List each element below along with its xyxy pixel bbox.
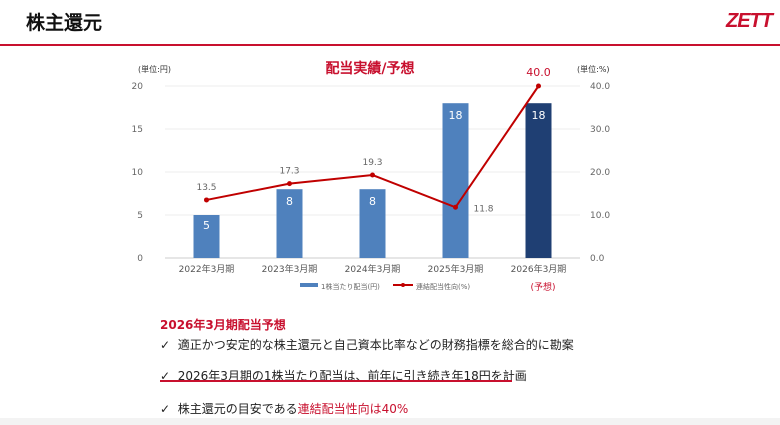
- bar-value-label: 5: [203, 219, 210, 232]
- right-tick-label: 40.0: [590, 82, 610, 92]
- x-tick-label: 2024年3月期: [345, 263, 401, 275]
- item-text: 適正かつ安定的な株主還元と自己資本比率などの財務指標を総合的に勘案: [177, 338, 574, 352]
- chart-title: 配当実績/予想: [325, 60, 414, 77]
- check-icon: ✓: [160, 338, 171, 352]
- bar-value-label: 18: [532, 109, 546, 122]
- left-tick-label: 5: [137, 211, 143, 221]
- bar-value-label: 8: [369, 195, 376, 208]
- right-tick-label: 10.0: [590, 211, 610, 221]
- highlight-underline: [160, 380, 512, 382]
- item-text: 株主還元の目安である: [177, 402, 298, 416]
- footer-band: [0, 418, 780, 425]
- line-series: [206, 85, 540, 209]
- x-tick-label: 2026年3月期: [511, 263, 567, 275]
- bar: [276, 189, 303, 258]
- item-text: 2026年3月期の1株当たり配当は、前年に引き続き年18円を計画: [177, 369, 527, 383]
- line-value-label: 13.5: [196, 183, 216, 193]
- legend-line-label: 連結配当性向(%): [416, 282, 470, 291]
- line-value-label: 40.0: [526, 66, 551, 79]
- forecast-item: ✓ 2026年3月期の1株当たり配当は、前年に引き続き年18円を計画: [160, 367, 527, 384]
- legend-bar-label: 1株当たり配当(円): [321, 282, 380, 291]
- line-point: [453, 204, 458, 210]
- line-value-label: 19.3: [362, 158, 382, 168]
- x-tick-label: 2022年3月期: [179, 263, 235, 275]
- header-divider: [0, 44, 780, 46]
- bar: [359, 189, 386, 258]
- x-tick-label: 2025年3月期: [428, 263, 484, 275]
- right-axis-unit: (単位:%): [577, 64, 610, 74]
- item-highlight: 連結配当性向は40%: [297, 402, 409, 416]
- zett-logo: ZETT: [726, 10, 773, 32]
- legend-bar-swatch: [300, 283, 318, 287]
- check-icon: ✓: [160, 369, 171, 383]
- right-tick-label: 30.0: [590, 125, 610, 135]
- right-tick-label: 20.0: [590, 168, 610, 178]
- check-icon: ✓: [160, 402, 171, 416]
- bar: [525, 103, 552, 258]
- line-value-label: 11.8: [473, 204, 493, 214]
- line-value-label: 17.3: [279, 167, 299, 177]
- bar-value-label: 18: [449, 109, 463, 122]
- page-title: 株主還元: [26, 12, 103, 34]
- bar-value-label: 8: [286, 195, 293, 208]
- x-tick-label: 2023年3月期: [262, 263, 318, 275]
- forecast-item: ✓ 株主還元の目安である連結配当性向は40%: [160, 400, 408, 417]
- line-point: [204, 197, 209, 203]
- forecast-item: ✓ 適正かつ安定的な株主還元と自己資本比率などの財務指標を総合的に勘案: [160, 336, 574, 353]
- left-tick-label: 15: [132, 125, 143, 135]
- left-tick-label: 10: [132, 168, 144, 178]
- forecast-heading: 2026年3月期配当予想: [160, 318, 286, 332]
- right-tick-label: 0.0: [590, 254, 605, 264]
- line-point: [287, 181, 292, 187]
- legend-line-marker: [401, 283, 405, 287]
- bar: [193, 215, 220, 258]
- left-tick-label: 20: [132, 82, 144, 92]
- left-axis-unit: (単位:円): [138, 64, 171, 74]
- left-tick-label: 0: [137, 254, 143, 264]
- line-point: [536, 83, 541, 89]
- forecast-label: (予想): [530, 281, 555, 293]
- dividend-chart: 配当実績/予想 (単位:円) (単位:%) 0 5 10 15 20 0.0 10.0 20.…: [132, 60, 611, 293]
- bar: [442, 103, 469, 258]
- line-point: [370, 172, 375, 178]
